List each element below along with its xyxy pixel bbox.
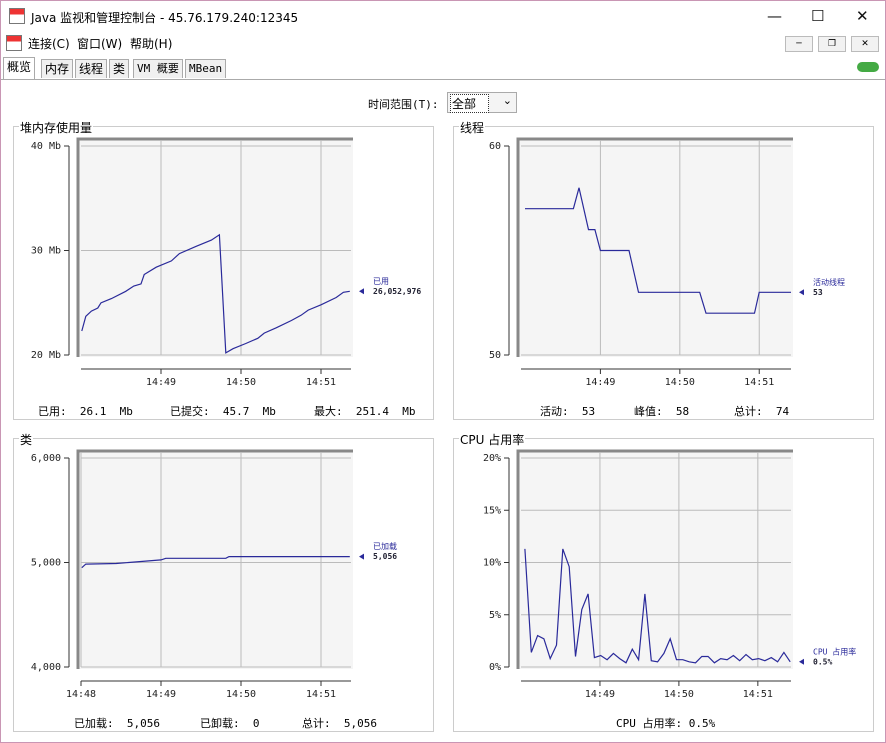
window-title: Java 监视和管理控制台 - 45.76.179.240:12345 <box>31 11 299 25</box>
legend-name: 活动线程 <box>813 277 845 287</box>
connection-indicator <box>857 62 879 72</box>
data-line <box>524 548 791 664</box>
tab[interactable]: 线程 <box>75 59 108 78</box>
summary-text: 活动: 53 <box>540 405 596 418</box>
legend-marker <box>799 289 804 296</box>
chart-title: 类 <box>19 431 34 448</box>
legend-marker <box>359 553 364 560</box>
chart-title: CPU 占用率 <box>459 431 526 448</box>
summary-text: 总计: 5,056 <box>302 717 377 730</box>
legend-name: 已加载 <box>373 541 397 551</box>
legend-value: 0.5% <box>813 657 832 666</box>
overview: 时间范围(T): 全部 ⌄ 堆内存使用量已用: 26.1 Mb 已提交: 45.7… <box>1 80 885 742</box>
inner-minimize[interactable]: ─ <box>785 36 813 52</box>
y-tick-label: 4,000 <box>31 662 61 673</box>
data-line <box>525 187 791 314</box>
y-tick-label: 6,000 <box>31 453 61 464</box>
plot-frame <box>516 449 793 669</box>
legend-name: CPU 占用率 <box>813 646 856 656</box>
x-tick-label: 14:50 <box>665 377 695 388</box>
chart-panel: 线程活动: 53 峰值: 58 总计: 74 <box>453 119 874 420</box>
plot-area <box>77 450 353 669</box>
y-tick-label: 40 Mb <box>31 141 61 152</box>
x-tick-label: 14:49 <box>585 377 615 388</box>
x-tick-label: 14:50 <box>226 689 256 700</box>
legend-value: 53 <box>813 288 823 297</box>
x-tick-label: 14:49 <box>146 689 176 700</box>
time-range-value: 全部 <box>450 94 490 113</box>
chart-panel: CPU 占用率 CPU 占用率: 0.5% <box>453 431 874 732</box>
x-tick-label: 14:51 <box>306 377 336 388</box>
menu-bar: 连接(C) 窗口(W) 帮助(H) ─ ❐ ✕ <box>1 32 885 54</box>
time-range-label: 时间范围(T): <box>368 98 439 111</box>
y-tick-label: 5,000 <box>31 558 61 569</box>
summary-text: 已卸载: 0 <box>200 717 260 730</box>
x-tick-label: 14:51 <box>744 377 774 388</box>
chart-panel: 类已加载: 5,056 已卸载: 0 总计: 5,056 <box>13 431 434 732</box>
plot-area <box>517 138 793 357</box>
summary-text: 总计: 74 <box>734 405 790 418</box>
menu-item[interactable]: 帮助(H) <box>130 37 173 51</box>
data-line <box>81 556 350 569</box>
x-tick-label: 14:49 <box>585 689 615 700</box>
tab-bar: 概览 内存 线程 类 VM 概要 MBean <box>1 57 885 80</box>
y-tick-label: 50 <box>489 350 501 361</box>
menu-item[interactable]: 窗口(W) <box>77 37 123 51</box>
legend-name: 已用 <box>373 277 389 286</box>
plot-frame <box>76 449 353 669</box>
minimize-button[interactable]: — <box>767 7 782 25</box>
x-tick-label: 14:48 <box>66 689 96 700</box>
menu-icon <box>6 35 22 51</box>
summary-text: 已加载: 5,056 <box>74 717 160 730</box>
x-tick-label: 14:51 <box>743 689 773 700</box>
plot-frame <box>76 137 353 357</box>
summary-text: 峰值: 58 <box>634 405 690 418</box>
x-tick-label: 14:50 <box>226 377 256 388</box>
plot-area <box>517 450 793 669</box>
chart-title: 堆内存使用量 <box>19 119 94 136</box>
legend-value: 26,052,976 <box>373 287 421 296</box>
tab[interactable]: MBean <box>185 59 227 78</box>
summary-text: 已用: 26.1 Mb <box>38 405 133 418</box>
plot-frame <box>516 137 793 357</box>
summary-text: 已提交: 45.7 Mb <box>170 405 276 418</box>
x-tick-label: 14:51 <box>306 689 336 700</box>
chart-title: 线程 <box>459 119 486 136</box>
chart-panel: 堆内存使用量已用: 26.1 Mb 已提交: 45.7 Mb 最大: 251.4 M… <box>13 119 434 420</box>
inner-close[interactable]: ✕ <box>851 36 879 52</box>
legend-value: 5,056 <box>373 552 397 561</box>
x-tick-label: 14:50 <box>664 689 694 700</box>
charts: 20 Mb 30 Mb 40 Mb 14:49 14:50 14:51 已用26,052,9… <box>31 137 856 700</box>
tab[interactable]: VM 概要 <box>133 59 183 78</box>
y-tick-label: 20 Mb <box>31 350 61 361</box>
tab[interactable]: 类 <box>109 59 130 78</box>
tab[interactable]: 概览 <box>3 57 36 79</box>
y-tick-label: 60 <box>489 141 501 152</box>
y-tick-label: 30 Mb <box>31 246 61 257</box>
maximize-button[interactable]: ☐ <box>811 7 825 25</box>
legend-marker <box>359 288 364 295</box>
y-tick-label: 10% <box>483 558 501 569</box>
summary-text: CPU 占用率: 0.5% <box>616 717 716 730</box>
x-tick-label: 14:49 <box>146 377 176 388</box>
y-tick-label: 20% <box>483 453 501 464</box>
dropdown-arrow: ⌄ <box>502 94 512 107</box>
plot-area <box>77 138 353 357</box>
menu-item[interactable]: 连接(C) <box>28 37 70 51</box>
legend-marker <box>799 658 804 665</box>
summary-text: 最大: 251.4 Mb <box>314 405 416 418</box>
y-tick-label: 5% <box>489 610 501 621</box>
tab[interactable]: 内存 <box>41 59 74 78</box>
y-tick-label: 0% <box>489 662 501 673</box>
title-bar: Java 监视和管理控制台 - 45.76.179.240:12345 — ☐ … <box>1 1 885 31</box>
inner-restore[interactable]: ❐ <box>818 36 846 52</box>
data-line <box>81 233 350 354</box>
app-icon <box>9 8 25 24</box>
time-range-select[interactable]: 全部 ⌄ <box>447 92 517 113</box>
close-button[interactable]: ✕ <box>856 7 869 25</box>
y-tick-label: 15% <box>483 505 501 516</box>
